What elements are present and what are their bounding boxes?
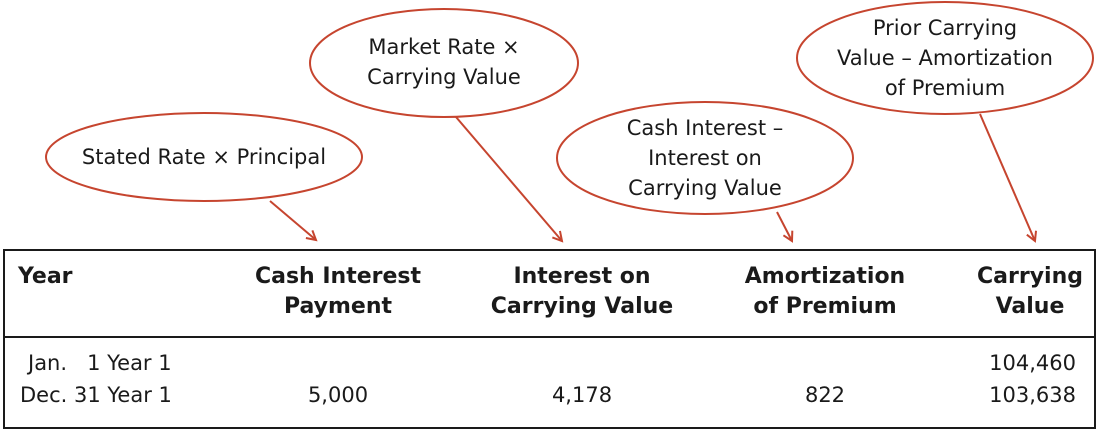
callout-stated-rate-arrow [269,200,316,240]
header-line: Payment [283,294,393,319]
table-row-carrying: 103,638 [989,383,1076,407]
header-line: of Premium [753,294,897,319]
table-row-year: Dec. 31 Year 1 [20,383,172,407]
callout-market-rate-arrow [455,116,562,241]
callout-market-rate-text: Market Rate × Carrying Value [314,32,574,92]
table-row-year: Jan. 1 Year 1 [28,351,172,375]
header-interest-on-carrying-value: Interest on Carrying Value [462,262,702,322]
header-line: Carrying Value [490,294,674,319]
callout-line: Stated Rate × Principal [81,145,327,169]
callout-line: Market Rate × [368,35,520,59]
header-cash-interest-payment: Cash Interest Payment [228,262,448,322]
callout-market-rate-ellipse [309,8,579,118]
callout-prior-carrying-ellipse [796,1,1094,115]
callout-cash-interest-ellipse [556,101,854,215]
callout-line: Carrying Value [628,176,782,200]
header-line: Cash Interest [254,264,422,289]
callout-line: Value – Amortization [836,46,1053,70]
callout-prior-carrying-arrow [979,113,1035,241]
table-row-carrying: 104,460 [989,351,1076,375]
callout-line: Prior Carrying [872,16,1018,40]
callout-line: of Premium [884,76,1006,100]
table-row-cash: 5,000 [307,383,369,407]
callout-cash-interest-text: Cash Interest – Interest on Carrying Val… [565,113,845,203]
callout-line: Interest on [648,146,762,170]
callout-line: Carrying Value [367,65,521,89]
header-line: Carrying [977,264,1083,289]
amortization-table [3,249,1096,429]
callout-cash-interest-arrow [776,211,792,241]
callout-stated-rate-ellipse [45,112,363,202]
table-row-interest: 4,178 [551,383,613,407]
header-year: Year [18,264,73,289]
header-line: Amortization [744,264,906,289]
table-row-amortization: 822 [804,383,846,407]
header-line: Value [995,294,1065,319]
callout-prior-carrying-text: Prior Carrying Value – Amortization of P… [800,13,1090,103]
header-amortization-of-premium: Amortization of Premium [715,262,935,322]
callout-line: Cash Interest – [626,116,784,140]
header-line: Interest on [513,264,651,289]
header-carrying-value: Carrying Value [960,262,1100,322]
callout-stated-rate-text: Stated Rate × Principal [54,142,354,172]
header-divider [3,336,1096,338]
